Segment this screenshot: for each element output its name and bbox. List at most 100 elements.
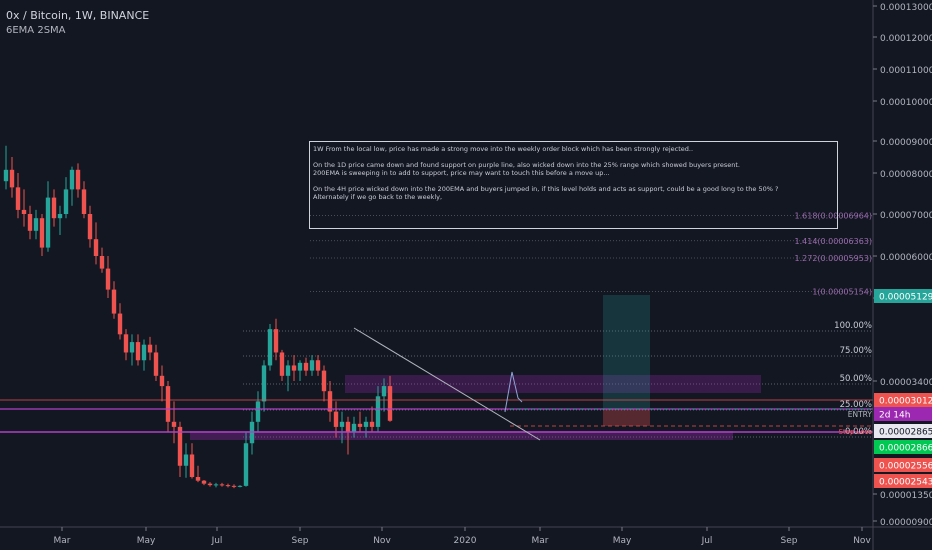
candles xyxy=(3,145,393,489)
candle-body xyxy=(231,485,237,487)
candle-body xyxy=(135,342,141,361)
candle-body xyxy=(129,342,135,353)
candle-body xyxy=(39,218,45,248)
candle-body xyxy=(51,197,57,219)
candle-body xyxy=(45,197,51,248)
note-line-1: 1W From the local low, price has made a … xyxy=(313,145,694,153)
fib-extension-label: 1.414(0.00006363) xyxy=(795,237,873,246)
annotation-lines xyxy=(0,327,873,441)
fib-retracement-label: 50.00% xyxy=(840,374,872,384)
candle-body xyxy=(243,443,249,486)
fib-retracement-label: 25.00% xyxy=(840,400,872,410)
projection-path xyxy=(504,371,523,413)
candle-body xyxy=(195,477,201,481)
candle-body xyxy=(279,352,285,376)
candle-body xyxy=(261,365,267,402)
x-tick-label: Nov xyxy=(853,536,871,546)
candle-body xyxy=(369,421,375,427)
candle-body xyxy=(153,352,159,376)
x-tick-label: May xyxy=(613,536,632,546)
y-tick-label: 0.00000900 xyxy=(880,518,932,528)
candle-body xyxy=(33,218,39,231)
price-badge xyxy=(874,440,932,454)
candle-body xyxy=(165,386,171,422)
note-line-4: On the 4H price wicked down into the 200… xyxy=(313,185,779,193)
x-tick-label: 2020 xyxy=(454,536,477,546)
candle-body xyxy=(333,411,339,427)
candle-body xyxy=(285,365,291,376)
candle-body xyxy=(189,454,195,477)
candle-body xyxy=(15,187,21,210)
y-tick-label: 0.00010000 xyxy=(880,98,932,108)
analysis-note[interactable]: 1W From the local low, price has made a … xyxy=(309,141,838,229)
fib-extension-label: 1(0.00005154) xyxy=(812,288,872,297)
candle-body xyxy=(303,362,309,371)
entry-label: ENTRY xyxy=(848,410,873,419)
candle-body xyxy=(183,454,189,466)
candle-body xyxy=(351,423,357,432)
candle-body xyxy=(327,391,333,412)
price-badge-label: 2d 14h xyxy=(879,411,910,421)
candle-body xyxy=(345,421,351,432)
fib-retracement-label: 0.00% xyxy=(845,427,872,437)
indicator-label[interactable]: 6EMA 2SMA xyxy=(6,25,66,36)
price-badge xyxy=(874,393,932,407)
candle-body xyxy=(117,313,123,335)
fib-retracement-label: 75.00% xyxy=(840,346,872,356)
y-tick-label: 0.00013000 xyxy=(880,3,932,13)
fib-retracement-label: 100.00% xyxy=(834,321,872,331)
candle-body xyxy=(315,360,321,371)
candle-body xyxy=(111,289,117,314)
candle-body xyxy=(309,360,315,371)
candle-body xyxy=(297,362,303,371)
price-badge-label: 0.00003012 xyxy=(879,397,932,407)
candle-body xyxy=(375,396,381,427)
candle-body xyxy=(225,485,231,487)
price-badge xyxy=(874,474,932,488)
candle-body xyxy=(291,365,297,371)
x-tick-label: Nov xyxy=(373,536,391,546)
fib-extension-label: 1.272(0.00005953) xyxy=(795,254,873,263)
price-badge xyxy=(874,407,932,421)
candle-body xyxy=(3,169,9,182)
candle-body xyxy=(363,421,369,427)
fib-labels: 100.00% 75.00% 50.00% 25.00% 0.00% 1.618(0.00… xyxy=(795,212,873,437)
candle-body xyxy=(99,256,105,269)
price-badge-label: 0.00002865 xyxy=(879,428,932,438)
y-tick-label: 0.00001350 xyxy=(880,491,932,501)
y-tick-label: 0.00007000 xyxy=(880,211,932,221)
candle-body xyxy=(21,209,27,214)
stop-loss-label: Stop Loss xyxy=(839,428,873,436)
symbol-title[interactable]: 0x / Bitcoin, 1W, BINANCE xyxy=(6,9,150,22)
candle-body xyxy=(141,344,147,361)
x-tick-label: May xyxy=(137,536,156,546)
candle-body xyxy=(213,484,219,486)
y-tick-label: 0.00011000 xyxy=(880,66,932,76)
candle-body xyxy=(69,169,75,190)
price-badges: 0.00005129 0.00003012 2d 14h 0.00002865 0.00… xyxy=(874,289,932,488)
fib-extension-label: 1.618(0.00006964) xyxy=(795,212,873,221)
candle-body xyxy=(273,329,279,353)
candle-body xyxy=(177,426,183,466)
x-tick-label: Mar xyxy=(532,536,549,546)
note-line-3: 200EMA is sweeping in to add to support,… xyxy=(313,169,610,177)
y-tick-label: 0.00009000 xyxy=(880,138,932,148)
x-tick-label: Sep xyxy=(292,536,309,546)
candle-body xyxy=(93,239,99,256)
candle-body xyxy=(201,480,207,484)
candle-body xyxy=(237,485,243,487)
candle-body xyxy=(27,214,33,231)
candle-body xyxy=(381,386,387,397)
note-line-2: On the 1D price came down and found supp… xyxy=(313,161,740,169)
x-tick-label: Mar xyxy=(54,536,71,546)
note-line-5: Alternately if we go back to the weekly, xyxy=(313,193,443,201)
candle-body xyxy=(147,344,153,353)
candle-body xyxy=(387,386,393,421)
x-tick-label: Jul xyxy=(701,536,713,546)
candle-body xyxy=(9,169,15,188)
candle-body xyxy=(267,329,273,366)
x-axis[interactable]: Mar May Jul Sep Nov 2020 Mar May Jul Sep Nov xyxy=(0,526,932,546)
trendline xyxy=(353,327,541,441)
